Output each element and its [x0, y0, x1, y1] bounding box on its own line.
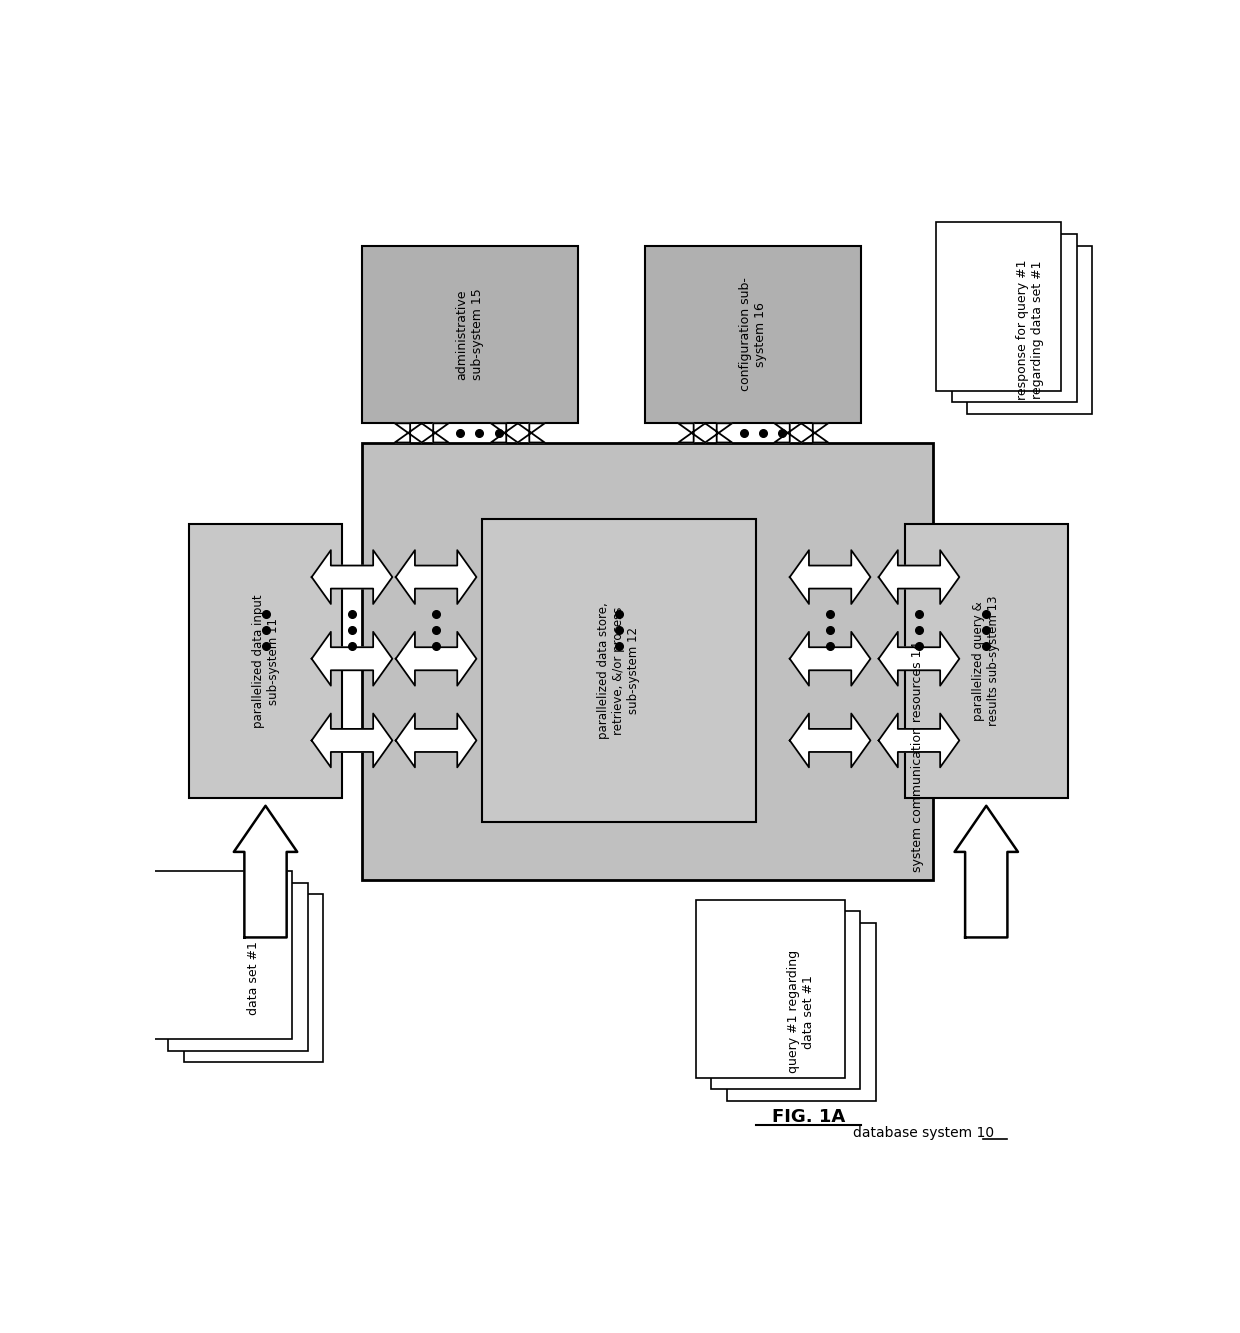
FancyBboxPatch shape: [184, 894, 324, 1062]
Text: data set #1: data set #1: [247, 941, 260, 1016]
Polygon shape: [774, 424, 828, 443]
Polygon shape: [396, 713, 476, 768]
Text: parallelized data store,
retrieve, &/or process
sub-system 12: parallelized data store, retrieve, &/or …: [598, 603, 640, 738]
FancyBboxPatch shape: [712, 912, 861, 1089]
FancyBboxPatch shape: [153, 872, 293, 1040]
Text: response for query #1
regarding data set #1: response for query #1 regarding data set…: [1016, 260, 1044, 400]
Polygon shape: [234, 805, 298, 937]
Text: database system 10: database system 10: [853, 1125, 994, 1140]
Polygon shape: [311, 632, 392, 685]
FancyBboxPatch shape: [905, 524, 1068, 798]
Polygon shape: [790, 713, 870, 768]
Polygon shape: [879, 551, 960, 604]
Polygon shape: [790, 551, 870, 604]
Polygon shape: [396, 551, 476, 604]
FancyBboxPatch shape: [696, 900, 844, 1078]
FancyBboxPatch shape: [645, 245, 862, 424]
Polygon shape: [311, 551, 392, 604]
Text: system communication resources 14: system communication resources 14: [911, 641, 924, 872]
FancyBboxPatch shape: [362, 443, 934, 880]
Polygon shape: [678, 424, 732, 443]
Polygon shape: [790, 632, 870, 685]
FancyBboxPatch shape: [481, 520, 755, 822]
FancyBboxPatch shape: [188, 524, 342, 798]
Polygon shape: [879, 632, 960, 685]
FancyBboxPatch shape: [967, 245, 1092, 413]
FancyBboxPatch shape: [936, 223, 1061, 391]
FancyBboxPatch shape: [951, 235, 1076, 403]
Polygon shape: [396, 632, 476, 685]
Text: parallelized query &
results sub-system 13: parallelized query & results sub-system …: [972, 596, 1001, 726]
FancyBboxPatch shape: [727, 922, 875, 1101]
FancyBboxPatch shape: [169, 882, 308, 1050]
Polygon shape: [394, 424, 449, 443]
Text: FIG. 1A: FIG. 1A: [771, 1108, 846, 1126]
FancyBboxPatch shape: [362, 245, 578, 424]
Polygon shape: [491, 424, 544, 443]
Polygon shape: [955, 805, 1018, 937]
Polygon shape: [311, 713, 392, 768]
Text: parallelized data input
sub-system 11: parallelized data input sub-system 11: [252, 595, 279, 728]
Text: query #1 regarding
data set #1: query #1 regarding data set #1: [787, 950, 815, 1073]
Polygon shape: [879, 713, 960, 768]
Text: configuration sub-
system 16: configuration sub- system 16: [739, 277, 768, 392]
Text: administrative
sub-system 15: administrative sub-system 15: [456, 288, 484, 380]
